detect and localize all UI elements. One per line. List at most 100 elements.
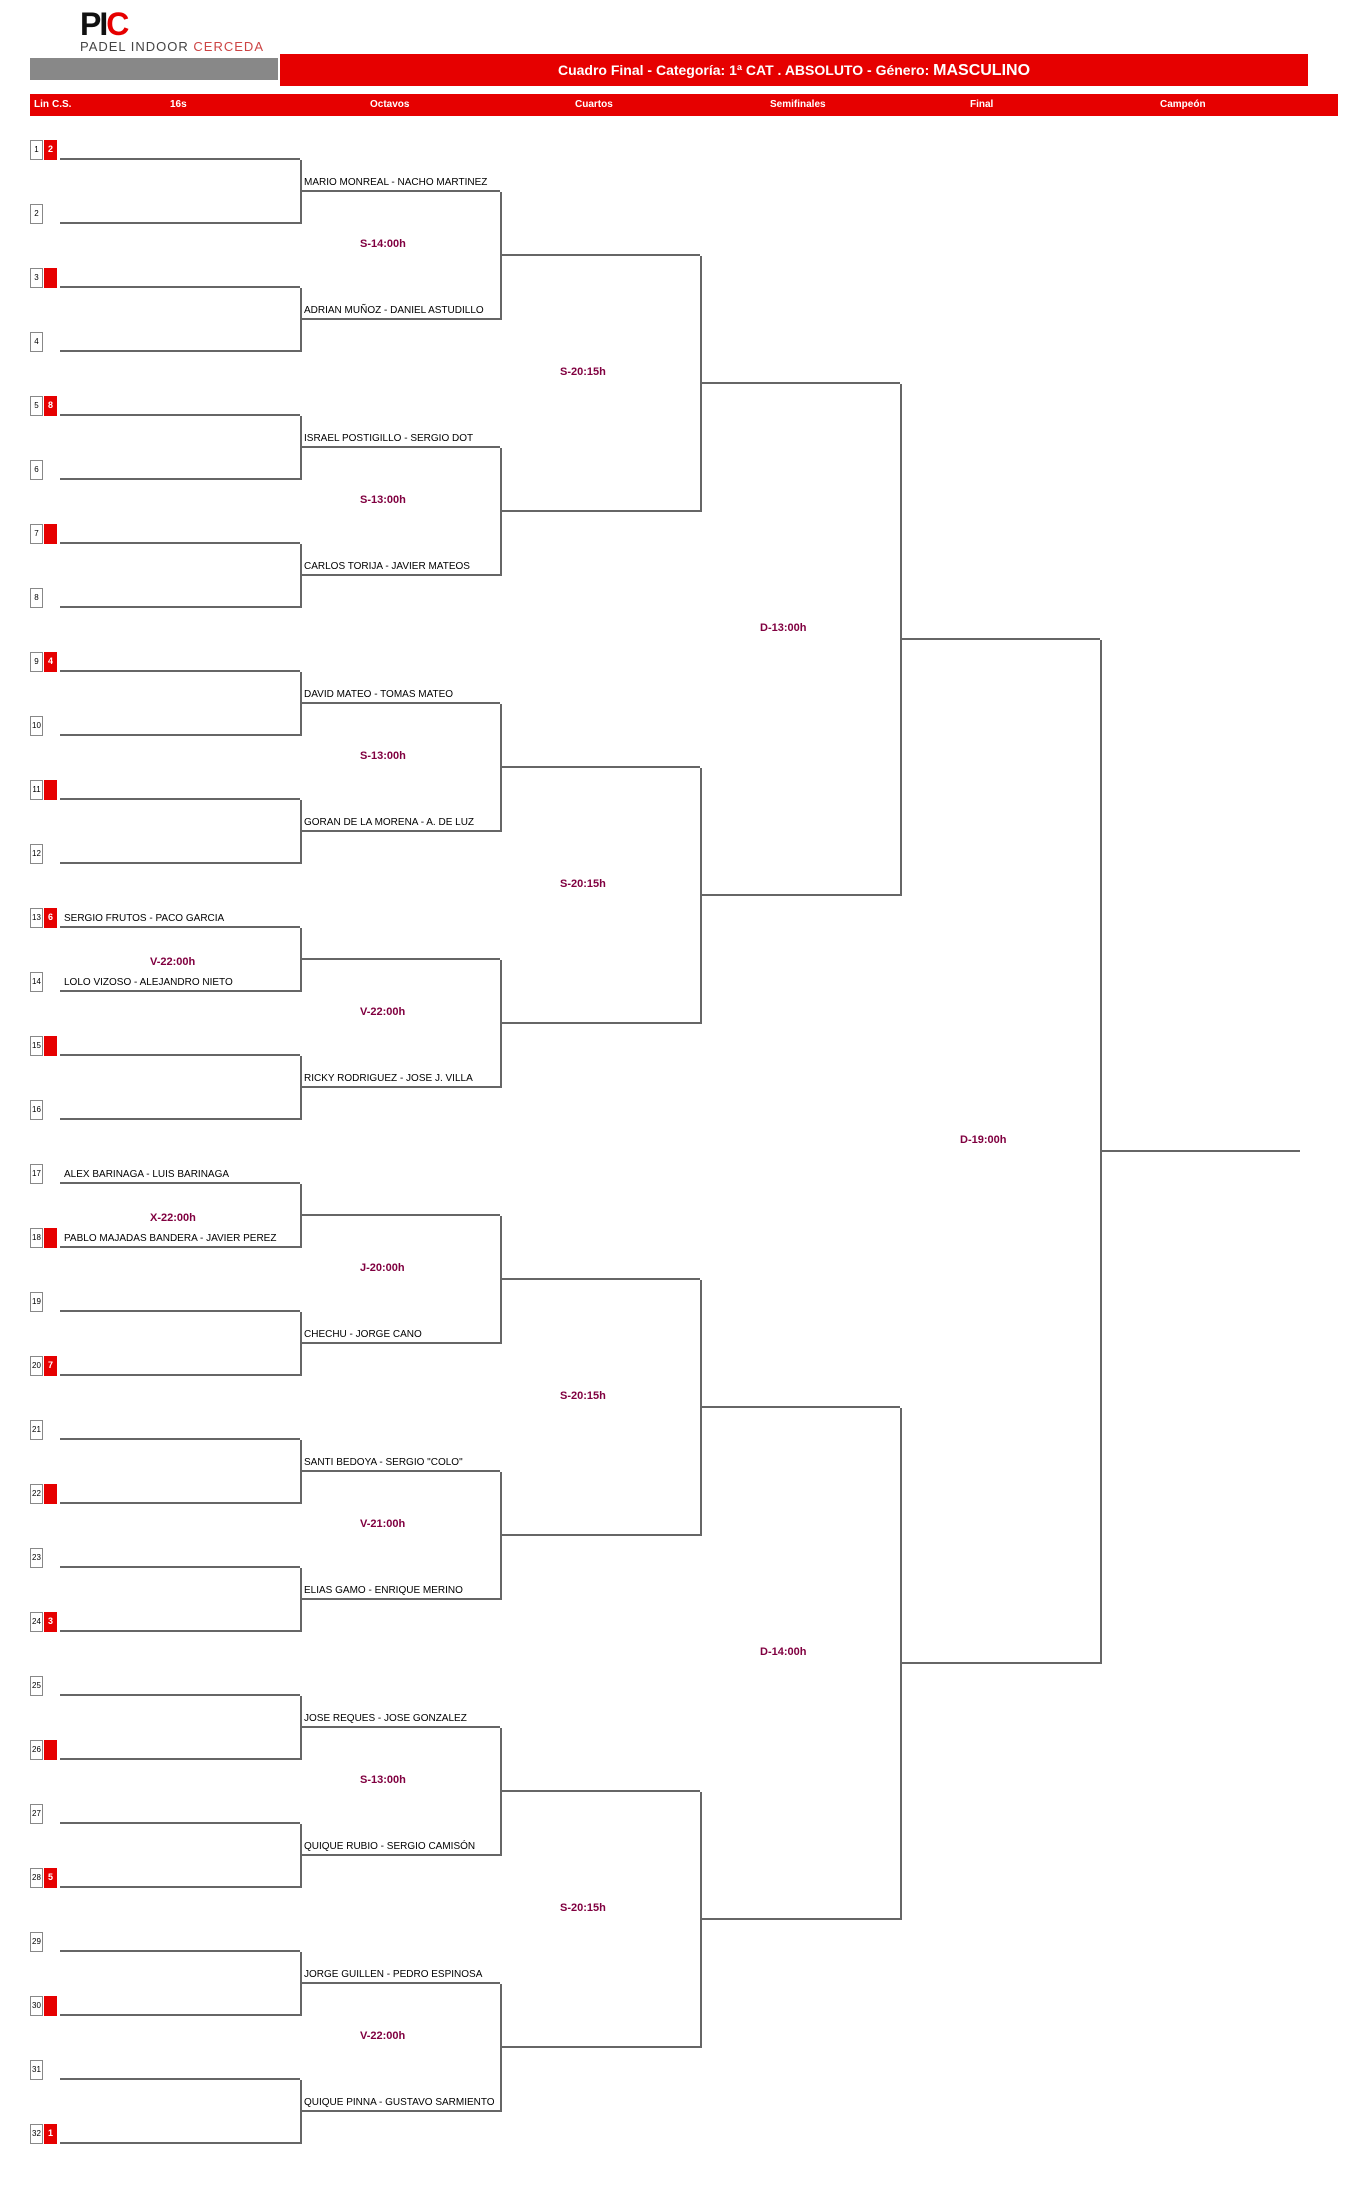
r16-slot: CHECHU - JORGE CANO (300, 1324, 500, 1344)
lin-box: 6 (30, 460, 43, 480)
seed-box (44, 1740, 57, 1760)
qf-slot (500, 1004, 700, 1024)
lin-box: 29 (30, 1932, 43, 1952)
r32-slot (60, 844, 300, 864)
match-time: J-20:00h (360, 1262, 405, 1274)
r16-slot: QUIQUE RUBIO - SERGIO CAMISÓN (300, 1836, 500, 1856)
lin-box: 17 (30, 1164, 43, 1184)
lin-box: 7 (30, 524, 43, 544)
r32-slot (60, 268, 300, 288)
r16-slot: JORGE GUILLEN - PEDRO ESPINOSA (300, 1964, 500, 1984)
team-name: PABLO MAJADAS BANDERA - JAVIER PEREZ (64, 1233, 276, 1244)
seed-box: 8 (44, 396, 57, 416)
sf-slot (700, 876, 900, 896)
lin-box: 9 (30, 652, 43, 672)
r32-slot (60, 1740, 300, 1760)
r16-slot: JOSE REQUES - JOSE GONZALEZ (300, 1708, 500, 1728)
match-time: D-14:00h (760, 1646, 806, 1658)
match-time: S-20:15h (560, 1902, 606, 1914)
final-slot (900, 620, 1100, 640)
r16-slot: ISRAEL POSTIGILLO - SERGIO DOT (300, 428, 500, 448)
match-time: S-13:00h (360, 750, 406, 762)
r16-slot: SANTI BEDOYA - SERGIO "COLO" (300, 1452, 500, 1472)
qf-slot (500, 1516, 700, 1536)
seed-box (44, 1228, 57, 1248)
lin-box: 27 (30, 1804, 43, 1824)
logo-sub-right: CERCEDA (193, 39, 264, 54)
seed-box (44, 1036, 57, 1056)
r32-slot: LOLO VIZOSO - ALEJANDRO NIETO (60, 972, 300, 992)
r16-slot: ELIAS GAMO - ENRIQUE MERINO (300, 1580, 500, 1600)
lin-box: 11 (30, 780, 43, 800)
match-time: S-20:15h (560, 366, 606, 378)
lin-box: 15 (30, 1036, 43, 1056)
match-time: D-13:00h (760, 622, 806, 634)
match-time: S-20:15h (560, 1390, 606, 1402)
logo-sub: PADEL INDOOR CERCEDA (80, 39, 1354, 54)
match-time: S-20:15h (560, 878, 606, 890)
r32-slot (60, 2060, 300, 2080)
team-name: ADRIAN MUÑOZ - DANIEL ASTUDILLO (304, 305, 484, 316)
lin-box: 21 (30, 1420, 43, 1440)
r32-slot: SERGIO FRUTOS - PACO GARCIA (60, 908, 300, 928)
lin-box: 31 (30, 2060, 43, 2080)
seed-box (44, 780, 57, 800)
sf-slot (700, 364, 900, 384)
team-name: QUIQUE PINNA - GUSTAVO SARMIENTO (304, 2097, 495, 2108)
team-name: QUIQUE RUBIO - SERGIO CAMISÓN (304, 1841, 475, 1852)
r32-slot (60, 524, 300, 544)
team-name: CHECHU - JORGE CANO (304, 1329, 422, 1340)
round-header: 16s (170, 94, 187, 116)
seed-box (44, 1484, 57, 1504)
r32-slot (60, 332, 300, 352)
match-time: D-19:00h (960, 1134, 1006, 1146)
lin-box: 2 (30, 204, 43, 224)
r32-slot (60, 780, 300, 800)
logo-sub-left: PADEL INDOOR (80, 39, 189, 54)
match-time: S-14:00h (360, 238, 406, 250)
rounds-header: LinC.S.16sOctavosCuartosSemifinalesFinal… (30, 94, 1338, 116)
logo-block: PIC PADEL INDOOR CERCEDA (0, 0, 1368, 54)
seed-box: 2 (44, 140, 57, 160)
lin-box: 30 (30, 1996, 43, 2016)
team-name: MARIO MONREAL - NACHO MARTINEZ (304, 177, 487, 188)
team-name: SANTI BEDOYA - SERGIO "COLO" (304, 1457, 463, 1468)
r32-slot (60, 1100, 300, 1120)
r32-slot (60, 1548, 300, 1568)
qf-slot (500, 492, 700, 512)
round-header: Octavos (370, 94, 409, 116)
r32-slot (60, 204, 300, 224)
match-time: V-21:00h (360, 1518, 405, 1530)
r16-slot (300, 940, 500, 960)
sf-slot (700, 1388, 900, 1408)
lin-box: 20 (30, 1356, 43, 1376)
seed-box (44, 1996, 57, 2016)
lin-box: 10 (30, 716, 43, 736)
team-name: JORGE GUILLEN - PEDRO ESPINOSA (304, 1969, 482, 1980)
qf-slot (500, 2028, 700, 2048)
team-name: GORAN DE LA MORENA - A. DE LUZ (304, 817, 474, 828)
champion-slot (1100, 1132, 1300, 1152)
r32-slot (60, 1932, 300, 1952)
team-name: ELIAS GAMO - ENRIQUE MERINO (304, 1585, 463, 1596)
r16-slot: ADRIAN MUÑOZ - DANIEL ASTUDILLO (300, 300, 500, 320)
r32-slot (60, 1036, 300, 1056)
r32-slot (60, 652, 300, 672)
seed-box: 7 (44, 1356, 57, 1376)
match-time: V-22:00h (360, 1006, 405, 1018)
lin-box: 14 (30, 972, 43, 992)
r32-slot (60, 1484, 300, 1504)
logo-top: PIC (80, 6, 1354, 43)
lin-box: 28 (30, 1868, 43, 1888)
round-header: Lin (34, 94, 49, 116)
r16-slot (300, 1196, 500, 1216)
seed-box (44, 524, 57, 544)
lin-box: 5 (30, 396, 43, 416)
team-name: JOSE REQUES - JOSE GONZALEZ (304, 1713, 467, 1724)
title-bar: Cuadro Final - Categoría: 1ª CAT . ABSOL… (0, 54, 1338, 86)
r32-slot (60, 716, 300, 736)
lin-box: 16 (30, 1100, 43, 1120)
round-header: Cuartos (575, 94, 613, 116)
qf-slot (500, 236, 700, 256)
r32-slot (60, 1292, 300, 1312)
